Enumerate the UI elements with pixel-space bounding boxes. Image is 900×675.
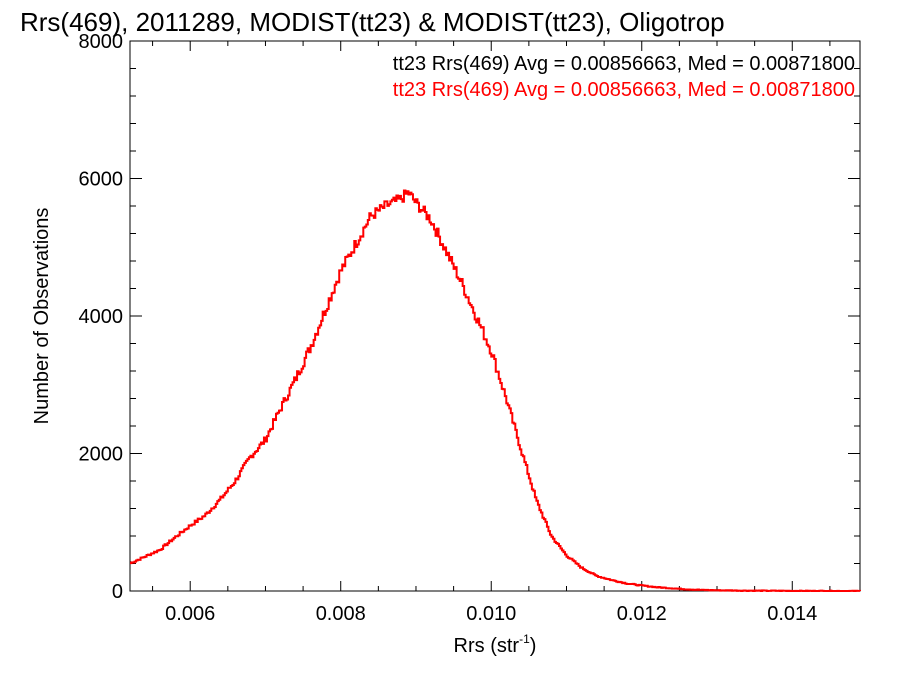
x-tick-label: 0.014 [767, 603, 817, 625]
y-tick-label: 6000 [79, 169, 124, 191]
x-axis-label-main: Rrs (str [454, 635, 520, 657]
legend-entry-1: tt23 Rrs(469) Avg = 0.00856663, Med = 0.… [393, 53, 855, 75]
chart-title: Rrs(469), 2011289, MODIST(tt23) & MODIST… [20, 7, 725, 37]
y-tick-label: 4000 [79, 306, 124, 328]
x-tick-label: 0.006 [165, 603, 215, 625]
legend-entry-2: tt23 Rrs(469) Avg = 0.00856663, Med = 0.… [393, 79, 855, 101]
y-tick-label: 8000 [79, 31, 124, 53]
y-axis-label: Number of Observations [31, 208, 53, 425]
histogram-series-line [130, 189, 861, 592]
plot-frame [129, 40, 861, 592]
x-axis-ticks: 0.006 0.008 0.010 0.012 0.014 [152, 41, 831, 625]
y-axis-ticks: 0 2000 4000 6000 8000 [79, 31, 860, 603]
x-tick-label: 0.012 [617, 603, 667, 625]
y-tick-label: 2000 [79, 444, 124, 466]
x-tick-label: 0.008 [316, 603, 366, 625]
x-axis-label-superscript: -1 [519, 632, 530, 646]
x-tick-label: 0.010 [466, 603, 516, 625]
y-tick-label: 0 [112, 581, 123, 603]
x-axis-label-end: ) [530, 635, 537, 657]
x-axis-label: Rrs (str-1) [454, 632, 537, 657]
